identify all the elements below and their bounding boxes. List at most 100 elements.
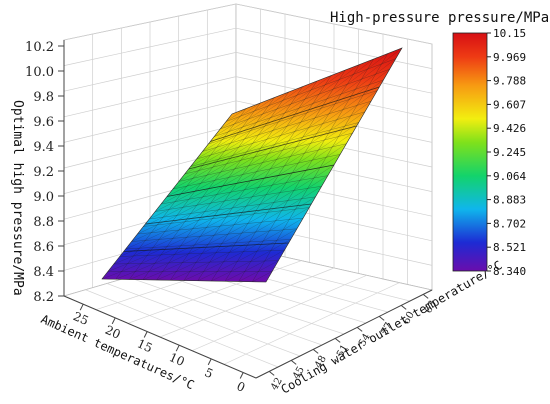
mesh-diagonal: [153, 238, 173, 248]
mesh-diagonal: [240, 102, 261, 117]
mesh-diagonal: [298, 93, 320, 109]
mesh-diagonal: [143, 216, 164, 227]
mesh-diagonal: [342, 94, 364, 110]
mesh-diagonal: [188, 188, 209, 200]
x-tick-label: 10: [167, 350, 187, 369]
mesh-diagonal: [298, 149, 319, 164]
colorbar-tick-label: 8.883: [493, 194, 526, 207]
mesh-diagonal: [266, 126, 287, 140]
mesh-diagonal: [232, 143, 253, 156]
mesh-diagonal: [236, 122, 257, 136]
mesh-diagonal: [206, 216, 227, 228]
floor-gridline: [85, 289, 279, 368]
mesh-diagonal: [225, 108, 247, 122]
mesh-diagonal: [121, 263, 142, 272]
mesh-diagonal: [258, 121, 279, 135]
mesh-diagonal: [301, 186, 322, 199]
mesh-diagonal: [258, 260, 279, 272]
colorbar: [452, 32, 488, 272]
mesh-diagonal: [252, 184, 273, 197]
mesh-diagonal: [170, 213, 191, 224]
mesh-diagonal: [284, 98, 306, 114]
mesh-diagonal: [296, 80, 318, 96]
mesh-line: [196, 111, 365, 160]
mesh-diagonal: [218, 198, 239, 210]
mesh-line: [231, 47, 403, 115]
mesh-diagonal: [236, 171, 257, 184]
x-tick-labels: 25 20 15 10 5 0: [71, 303, 247, 395]
mesh-diagonal: [216, 134, 237, 148]
mesh-diagonal: [381, 47, 403, 65]
mesh-diagonal: [304, 139, 325, 154]
mesh-diagonal: [280, 121, 301, 136]
mesh-diagonal: [347, 68, 368, 85]
mesh-diagonal: [166, 185, 187, 197]
mesh-diagonal: [290, 89, 312, 105]
mesh-diagonal: [228, 165, 249, 178]
mesh-diagonal: [237, 250, 258, 262]
z-axis-title: Optimal high pressure/MPa: [10, 100, 25, 296]
mesh-diagonal: [310, 75, 332, 91]
mesh-diagonal: [267, 200, 288, 213]
y-tick-mark: [290, 360, 297, 365]
mesh-diagonal: [176, 262, 197, 272]
mesh-diagonal: [180, 236, 201, 247]
colorbar-tick-label: 10.15: [493, 27, 526, 40]
mesh-diagonal: [186, 175, 207, 187]
mesh-diagonal: [306, 157, 327, 171]
mesh-diagonal: [125, 240, 146, 250]
colorbar-tick-label: 9.607: [493, 98, 526, 111]
mesh-diagonal: [272, 117, 293, 131]
mesh-diagonal: [184, 162, 205, 175]
mesh-diagonal: [286, 170, 307, 183]
mesh-diagonal: [355, 74, 376, 90]
mesh-diagonal: [127, 255, 148, 264]
mesh-diagonal: [151, 223, 172, 233]
mesh-diagonal: [147, 246, 168, 256]
mesh-diagonal: [192, 218, 213, 229]
mesh-diagonal: [316, 119, 337, 134]
mesh-diagonal: [341, 79, 362, 95]
surface: [101, 47, 403, 283]
z-tick-label: 9.2: [33, 165, 54, 180]
mesh-diagonal: [264, 112, 285, 127]
mesh-diagonal: [266, 182, 287, 195]
mesh-line: [125, 239, 291, 250]
mesh-diagonal: [238, 271, 259, 282]
mesh-diagonal: [275, 208, 296, 222]
mesh-diagonal: [227, 223, 248, 235]
mesh-diagonal: [214, 123, 235, 137]
mesh-diagonal: [210, 142, 231, 156]
mesh-diagonal: [322, 109, 344, 124]
mesh-diagonal: [324, 69, 346, 86]
mesh-diagonal: [369, 69, 390, 85]
mesh-diagonal: [186, 227, 207, 238]
mesh-diagonal: [238, 134, 259, 148]
mesh-diagonal: [197, 271, 218, 281]
mesh-diagonal: [200, 225, 221, 237]
mesh-diagonal: [246, 194, 267, 207]
mesh-diagonal: [264, 165, 285, 179]
x-tick-label: 0: [234, 379, 247, 395]
mesh-diagonal: [202, 185, 223, 198]
mesh-diagonal: [344, 111, 366, 127]
mesh-diagonal: [250, 168, 271, 181]
colorbar-tick-labels: 10.15 9.969 9.788 9.607 9.426 9.245 9.064 8.883…: [487, 27, 526, 278]
mesh-diagonal: [260, 135, 281, 149]
mesh-diagonal: [259, 192, 281, 205]
mesh-line: [208, 90, 378, 145]
floor-gridline: [106, 283, 301, 357]
colorbar-tick-label: 9.064: [493, 170, 526, 183]
mesh-diagonal: [326, 84, 348, 99]
mesh-diagonal: [268, 91, 289, 106]
mesh-diagonal: [282, 136, 303, 151]
z-tick-label: 9.0: [33, 190, 54, 205]
mesh-diagonal: [188, 244, 209, 255]
mesh-diagonal: [202, 243, 223, 254]
mesh-diagonal: [189, 261, 210, 272]
mesh-diagonal: [238, 187, 259, 200]
mesh-diagonal: [113, 255, 134, 265]
mesh-diagonal: [166, 237, 187, 247]
mesh-diagonal: [289, 207, 310, 220]
